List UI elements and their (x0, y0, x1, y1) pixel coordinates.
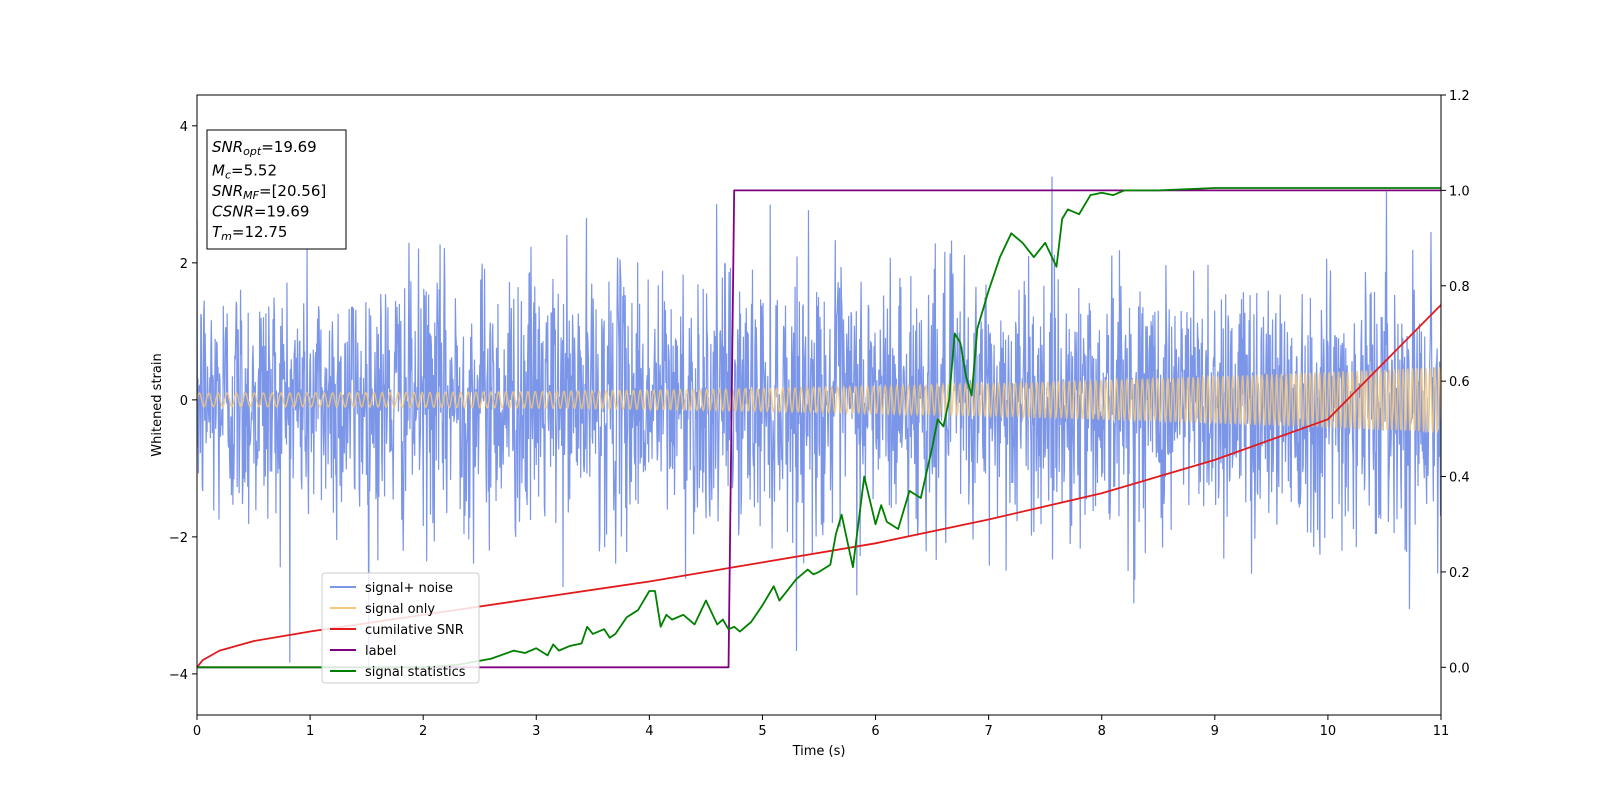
x-tick-label: 7 (984, 724, 992, 739)
x-axis-label: Time (s) (792, 744, 846, 759)
y2-tick-label: 0.0 (1449, 661, 1470, 676)
y2-tick-label: 0.2 (1449, 566, 1470, 581)
info-line: Tm=12.75 (212, 223, 287, 243)
series-signal-only (197, 367, 1441, 433)
x-tick-label: 0 (193, 724, 201, 739)
series-signal-plus-noise (197, 176, 1441, 673)
series-cumulative-snr (197, 304, 1441, 668)
info-box-frame (206, 129, 347, 250)
x-tick-label: 10 (1320, 724, 1337, 739)
x-tick-label: 8 (1098, 724, 1106, 739)
x-tick-label: 5 (758, 724, 766, 739)
y-tick-label: 0 (180, 394, 188, 409)
info-box: SNRopt=19.69 Mc=5.52SNRMF=[20.56]CSNR=19.… (206, 129, 347, 250)
y-axis-label: Whitened strain (150, 353, 165, 456)
y-tick-label: 2 (180, 257, 188, 272)
x-tick-label: 3 (532, 724, 540, 739)
legend: signal+ noise signal only cumilative SNR la… (321, 572, 480, 684)
info-line: Mc=5.52 (212, 162, 277, 182)
plot-frame (196, 94, 1442, 716)
x-tick-label: 1 (306, 724, 314, 739)
y-tick-label: −2 (169, 531, 188, 546)
y2-tick-label: 1.0 (1449, 184, 1470, 199)
y-tick-label: −4 (169, 668, 188, 683)
y-axis: −4 −2 0 2 4 (169, 120, 197, 683)
x-tick-label: 6 (871, 724, 879, 739)
y2-tick-label: 0.8 (1449, 280, 1470, 295)
legend-label: signal only (365, 602, 435, 617)
x-tick-label: 2 (419, 724, 427, 739)
y-tick-label: 4 (180, 120, 188, 135)
info-line: SNRopt=19.69 (212, 138, 317, 158)
legend-label: cumilative SNR (365, 623, 464, 638)
legend-frame (321, 572, 480, 684)
legend-label: signal+ noise (365, 581, 453, 596)
info-line: SNRMF=[20.56] (212, 182, 326, 202)
x-tick-label: 11 (1433, 724, 1450, 739)
y2-tick-label: 1.2 (1449, 89, 1470, 104)
legend-label: signal statistics (365, 665, 466, 680)
y2-axis: 0.0 0.2 0.4 0.6 0.8 1.0 1.2 (1441, 89, 1470, 676)
info-line: CSNR=19.69 (212, 203, 309, 221)
legend-label: label (365, 644, 396, 659)
x-tick-label: 4 (645, 724, 653, 739)
series-signal-statistics (197, 187, 1441, 669)
x-axis: 0 1 2 3 4 5 6 7 8 9 10 11 (193, 715, 1449, 739)
y2-tick-label: 0.6 (1449, 375, 1470, 390)
y2-tick-label: 0.4 (1449, 471, 1470, 486)
x-tick-label: 9 (1211, 724, 1219, 739)
